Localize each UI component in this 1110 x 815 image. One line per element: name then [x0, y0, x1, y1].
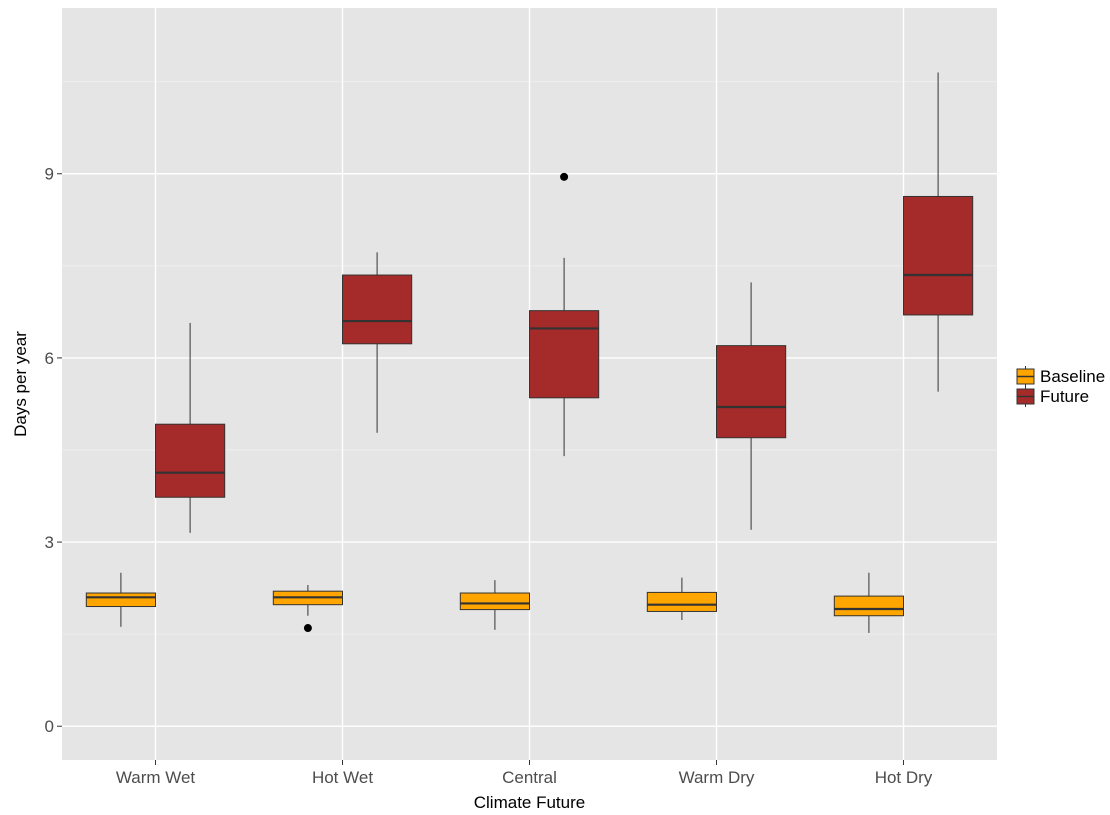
outlier-point — [303, 624, 312, 633]
boxplot-baseline-warm-wet — [85, 572, 156, 627]
legend-label: Future — [1040, 387, 1089, 406]
legend-label: Baseline — [1040, 367, 1105, 386]
box-iqr — [646, 591, 717, 612]
y-axis-title: Days per year — [11, 331, 30, 437]
box-iqr — [155, 423, 226, 498]
legend-item-baseline: Baseline — [1016, 366, 1105, 387]
box-iqr — [903, 195, 974, 316]
boxplot-future-warm-wet — [155, 322, 226, 533]
box-iqr — [85, 592, 156, 608]
boxplot-baseline-central — [459, 580, 530, 630]
boxplot-future-central — [529, 172, 600, 457]
y-tick-label: 3 — [45, 533, 54, 552]
y-tick-label: 9 — [45, 165, 54, 184]
box-iqr — [833, 595, 904, 617]
box-iqr — [342, 274, 413, 345]
outlier-point — [560, 172, 569, 181]
box-iqr — [459, 592, 530, 611]
x-tick-label: Warm Wet — [116, 768, 196, 787]
axis-layer: 0 3 6 9 Warm Wet Hot Wet Central Warm Dry Hot Dr… — [45, 165, 933, 787]
boxplot-future-hot-wet — [342, 252, 413, 433]
legend-item-future: Future — [1016, 386, 1089, 407]
boxplot-future-warm-dry — [716, 282, 787, 530]
box-iqr — [529, 310, 600, 399]
boxplot-baseline-hot-wet — [272, 585, 343, 633]
x-tick-label: Hot Wet — [312, 768, 373, 787]
boxplot-baseline-hot-dry — [833, 572, 904, 633]
x-tick-label: Hot Dry — [875, 768, 933, 787]
y-tick-label: 0 — [45, 717, 54, 736]
boxplot-layer — [85, 72, 974, 633]
x-axis-title: Climate Future — [474, 793, 585, 812]
y-tick-label: 6 — [45, 349, 54, 368]
x-tick-label: Warm Dry — [679, 768, 755, 787]
boxplot-future-hot-dry — [903, 72, 974, 392]
boxplot-baseline-warm-dry — [646, 577, 717, 621]
box-iqr — [716, 345, 787, 439]
x-tick-label: Central — [502, 768, 557, 787]
